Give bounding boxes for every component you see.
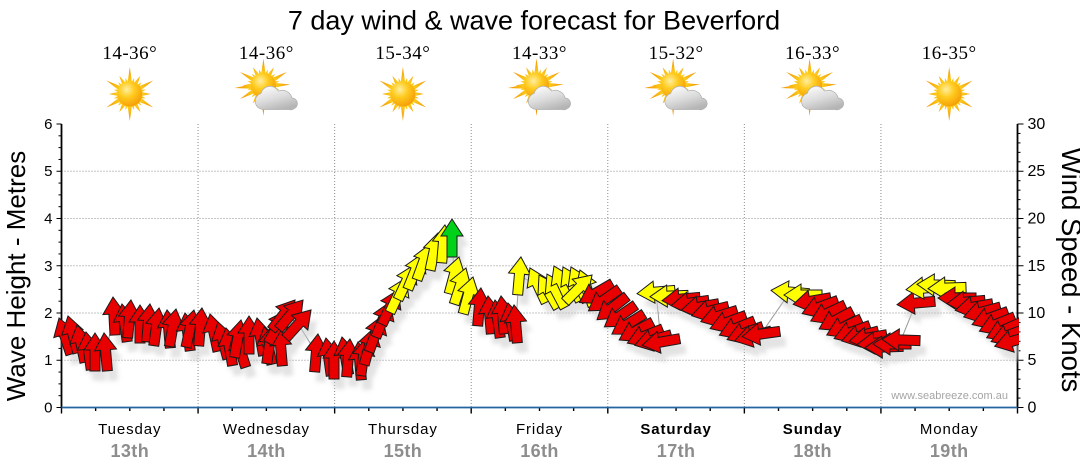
- svg-text:Saturday: Saturday: [640, 421, 711, 438]
- svg-text:Sunday: Sunday: [783, 421, 843, 438]
- svg-text:3: 3: [44, 258, 52, 275]
- svg-text:Friday: Friday: [516, 421, 563, 438]
- svg-text:www.seabreeze.com.au: www.seabreeze.com.au: [890, 390, 1008, 402]
- svg-text:Wave Height - Metres: Wave Height - Metres: [1, 151, 31, 401]
- svg-text:20: 20: [1028, 211, 1046, 228]
- svg-text:10: 10: [1028, 305, 1046, 322]
- svg-text:2: 2: [44, 305, 52, 322]
- svg-text:18th: 18th: [793, 441, 832, 461]
- svg-text:14-36°: 14-36°: [102, 43, 157, 64]
- svg-text:16-35°: 16-35°: [922, 43, 977, 64]
- svg-text:15-34°: 15-34°: [375, 43, 430, 64]
- svg-text:16-33°: 16-33°: [785, 43, 840, 64]
- svg-text:13th: 13th: [110, 441, 149, 461]
- svg-text:15: 15: [1028, 258, 1046, 275]
- svg-text:4: 4: [44, 211, 52, 228]
- svg-text:Wednesday: Wednesday: [223, 421, 310, 438]
- svg-text:5: 5: [1028, 352, 1037, 369]
- svg-text:19th: 19th: [930, 441, 969, 461]
- svg-text:1: 1: [44, 352, 52, 369]
- svg-text:Monday: Monday: [920, 421, 979, 438]
- svg-text:16th: 16th: [520, 441, 559, 461]
- svg-text:14th: 14th: [247, 441, 286, 461]
- svg-text:30: 30: [1028, 116, 1046, 133]
- svg-text:15th: 15th: [384, 441, 423, 461]
- svg-text:7 day wind & wave forecast for: 7 day wind & wave forecast for Beverford: [288, 6, 780, 36]
- svg-text:25: 25: [1028, 163, 1046, 180]
- svg-text:17th: 17th: [657, 441, 696, 461]
- svg-text:Tuesday: Tuesday: [98, 421, 161, 438]
- svg-text:5: 5: [44, 163, 52, 180]
- svg-text:0: 0: [1028, 400, 1037, 417]
- svg-text:Wind Speed - Knots: Wind Speed - Knots: [1056, 148, 1080, 393]
- svg-text:15-32°: 15-32°: [649, 43, 704, 64]
- svg-text:0: 0: [44, 400, 52, 417]
- svg-text:14-36°: 14-36°: [239, 43, 294, 64]
- svg-text:6: 6: [44, 116, 52, 133]
- svg-text:Thursday: Thursday: [368, 421, 438, 438]
- svg-text:14-33°: 14-33°: [512, 43, 567, 64]
